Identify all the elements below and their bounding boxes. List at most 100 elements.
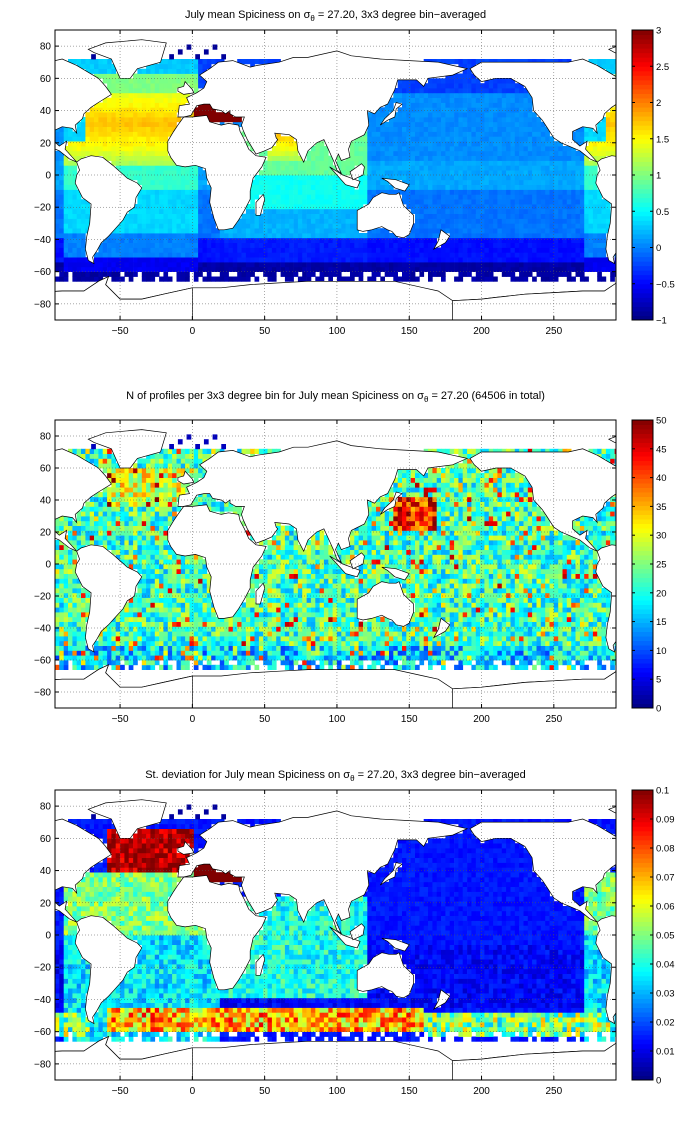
- heatmap-cell: [172, 237, 177, 243]
- heatmap-cell: [120, 112, 125, 118]
- heatmap-cell: [536, 266, 542, 272]
- heatmap-cell: [94, 262, 99, 268]
- heatmap-cell: [484, 170, 490, 176]
- heatmap-cell: [206, 664, 212, 670]
- heatmap-cell: [571, 136, 576, 142]
- heatmap-cell: [94, 252, 99, 258]
- heatmap-cell: [293, 257, 299, 263]
- heatmap-cell: [506, 92, 511, 98]
- heatmap-cell: [371, 664, 377, 670]
- heatmap-cell: [540, 155, 546, 161]
- heatmap-cell: [128, 131, 134, 137]
- heatmap-cell: [345, 257, 351, 263]
- heatmap-cell: [250, 271, 255, 277]
- heatmap-cell: [350, 155, 355, 161]
- heatmap-cell: [432, 78, 438, 84]
- heatmap-cell: [345, 247, 351, 253]
- heatmap-cell: [350, 257, 355, 263]
- heatmap-cell: [610, 121, 615, 127]
- heatmap-cell: [267, 165, 273, 171]
- heatmap-cell: [258, 175, 264, 181]
- heatmap-cell: [423, 112, 429, 118]
- heatmap-cell: [111, 117, 117, 123]
- heatmap-cell: [467, 228, 472, 234]
- heatmap-cell: [115, 102, 121, 108]
- heatmap-cell: [514, 136, 520, 142]
- heatmap-cell: [98, 136, 104, 142]
- heatmap-cell: [471, 218, 477, 224]
- heatmap-cell: [336, 266, 342, 272]
- heatmap-cell: [423, 218, 429, 224]
- heatmap-cell: [55, 655, 60, 661]
- heatmap-cell: [497, 218, 503, 224]
- heatmap-cell: [428, 141, 433, 147]
- heatmap-cell: [475, 664, 481, 670]
- heatmap-cell: [493, 213, 498, 219]
- heatmap-cell: [475, 165, 481, 171]
- heatmap-cell: [167, 92, 173, 98]
- heatmap-cell: [254, 266, 260, 272]
- heatmap-cell: [358, 233, 364, 239]
- heatmap-cell: [545, 170, 550, 176]
- heatmap-cell: [81, 117, 86, 123]
- heatmap-cell: [55, 218, 60, 224]
- heatmap-cell: [137, 136, 143, 142]
- heatmap-cell: [402, 640, 407, 646]
- heatmap-cell: [137, 68, 143, 74]
- heatmap-cell: [549, 655, 555, 661]
- heatmap-cell: [575, 199, 581, 205]
- heatmap-cell: [302, 175, 307, 181]
- heatmap-cell: [493, 237, 498, 243]
- heatmap-cell: [506, 121, 511, 127]
- heatmap-cell: [519, 136, 524, 142]
- heatmap-cell: [462, 141, 468, 147]
- heatmap-cell: [315, 645, 320, 651]
- heatmap-cell: [167, 655, 173, 661]
- heatmap-cell: [523, 146, 529, 152]
- heatmap-cell: [467, 131, 472, 137]
- heatmap-cell: [128, 655, 134, 661]
- heatmap-cell: [415, 242, 420, 248]
- heatmap-cell: [271, 660, 277, 666]
- heatmap-cell: [579, 242, 585, 248]
- heatmap-cell: [523, 276, 529, 282]
- heatmap-cell: [514, 636, 520, 642]
- heatmap-cell: [271, 165, 277, 171]
- heatmap-cell: [393, 242, 398, 248]
- heatmap-cell: [358, 660, 364, 666]
- heatmap-cell: [289, 262, 294, 268]
- heatmap-cell: [280, 150, 286, 156]
- heatmap-cell: [467, 645, 472, 651]
- heatmap-cell: [154, 160, 160, 166]
- heatmap-cell: [124, 112, 130, 118]
- heatmap-cell: [258, 262, 264, 268]
- heatmap-cell: [436, 257, 442, 263]
- heatmap-cell: [302, 252, 307, 258]
- heatmap-cell: [484, 213, 490, 219]
- heatmap-cell: [484, 83, 490, 89]
- heatmap-cell: [467, 170, 472, 176]
- heatmap-cell: [115, 636, 121, 642]
- heatmap-cell: [415, 199, 420, 205]
- heatmap-cell: [332, 165, 338, 171]
- heatmap-cell: [336, 660, 342, 666]
- heatmap-cell: [592, 223, 598, 229]
- heatmap-cell: [128, 155, 134, 161]
- heatmap-cell: [493, 175, 498, 181]
- heatmap-cell: [237, 121, 242, 127]
- heatmap-cell: [614, 655, 616, 661]
- heatmap-cell: [59, 208, 64, 214]
- heatmap-cell: [245, 640, 251, 646]
- heatmap-cell: [146, 271, 151, 277]
- heatmap-cell: [462, 83, 468, 89]
- heatmap-cell: [150, 636, 156, 642]
- heatmap-cell: [94, 112, 99, 118]
- heatmap-cell: [506, 146, 511, 152]
- heatmap-cell: [172, 252, 177, 258]
- heatmap-cell: [497, 107, 503, 113]
- heatmap-cell: [549, 179, 555, 185]
- heatmap-cell: [85, 262, 91, 268]
- heatmap-cell: [389, 102, 394, 108]
- heatmap-cell: [124, 121, 130, 127]
- heatmap-cell: [493, 121, 498, 127]
